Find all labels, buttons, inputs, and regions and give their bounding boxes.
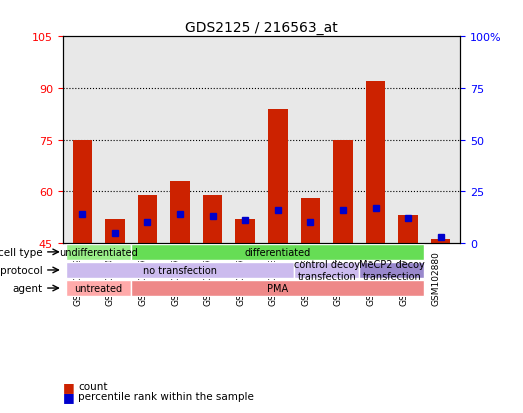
Bar: [138, 195, 157, 243]
Bar: [301, 199, 320, 243]
Text: no transfection: no transfection: [143, 265, 217, 275]
Text: differentiated: differentiated: [245, 247, 311, 257]
Text: count: count: [78, 381, 108, 391]
Text: control decoy
transfection: control decoy transfection: [293, 259, 360, 281]
FancyBboxPatch shape: [66, 244, 131, 260]
FancyBboxPatch shape: [66, 262, 294, 278]
FancyBboxPatch shape: [66, 280, 131, 297]
Text: ■: ■: [63, 390, 74, 403]
Bar: [333, 140, 353, 243]
Text: cell type: cell type: [0, 247, 43, 257]
Bar: [431, 240, 450, 243]
Text: agent: agent: [13, 283, 43, 293]
Text: protocol: protocol: [0, 265, 43, 275]
Title: GDS2125 / 216563_at: GDS2125 / 216563_at: [185, 21, 338, 35]
Bar: [170, 181, 190, 243]
Text: ■: ■: [63, 380, 74, 393]
FancyBboxPatch shape: [131, 280, 424, 297]
Text: percentile rank within the sample: percentile rank within the sample: [78, 392, 254, 401]
Bar: [366, 82, 385, 243]
Bar: [235, 219, 255, 243]
Bar: [203, 195, 222, 243]
Text: undifferentiated: undifferentiated: [59, 247, 138, 257]
FancyBboxPatch shape: [294, 262, 359, 278]
Text: MeCP2 decoy
transfection: MeCP2 decoy transfection: [359, 259, 425, 281]
Bar: [268, 109, 288, 243]
FancyBboxPatch shape: [359, 262, 424, 278]
Bar: [73, 140, 92, 243]
Text: untreated: untreated: [75, 283, 123, 293]
Bar: [399, 216, 418, 243]
FancyBboxPatch shape: [131, 244, 424, 260]
Text: PMA: PMA: [267, 283, 288, 293]
Bar: [105, 219, 124, 243]
